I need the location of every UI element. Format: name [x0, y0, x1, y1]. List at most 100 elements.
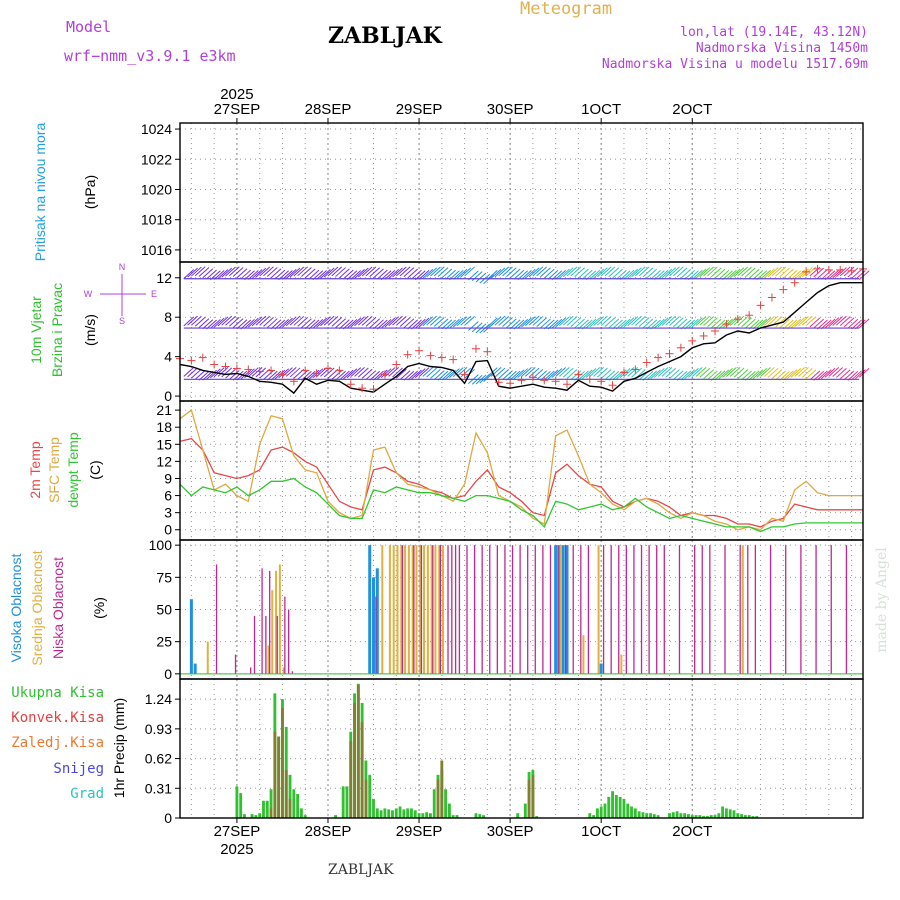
compass-east: E [151, 289, 157, 299]
wind-barb [225, 266, 236, 277]
wind-barb [452, 317, 464, 328]
wind-barb [707, 266, 718, 277]
wind-barb [858, 270, 870, 281]
wind-barb [741, 317, 752, 328]
precip-legend-entry: Konvek.Kisa [11, 710, 104, 726]
wind-barb [672, 317, 684, 328]
wind-barb [414, 368, 426, 379]
wind-barb [646, 268, 658, 279]
x-date-label-bottom: 28SEP [305, 823, 352, 840]
cloud-bar [481, 545, 483, 674]
cloud-bar [413, 545, 415, 674]
wind-barb [536, 317, 548, 327]
wind-barb [839, 266, 851, 277]
wind-barb [498, 266, 510, 277]
precip-bar [277, 736, 281, 818]
wind-barb [688, 318, 699, 329]
wind-barb [585, 368, 597, 378]
cloud-bar [845, 545, 848, 674]
wind-barb [266, 267, 278, 277]
wind-barb [358, 267, 369, 278]
wind-barb [566, 369, 578, 379]
precip-bar [379, 810, 383, 818]
wind-barb [456, 268, 468, 279]
wind-barb [331, 266, 343, 277]
wind-barb [695, 316, 707, 326]
wind-barb [543, 319, 555, 330]
wind-barb [760, 317, 771, 328]
precip-bar [641, 812, 645, 818]
wind-barb [737, 369, 749, 380]
model-altitude-label: Nadmorska Visina u modelu 1517.69m [601, 57, 868, 72]
wind-barb [350, 367, 362, 378]
wind-barb [445, 269, 456, 280]
wind-barb [779, 267, 790, 278]
precip-bar [296, 794, 300, 818]
wind-barb [304, 319, 316, 330]
wind-barb [604, 266, 616, 277]
wind-barb [217, 316, 229, 327]
cloud-bar [438, 545, 441, 674]
y-tick-label: 0.93 [145, 721, 172, 737]
wind-barb [657, 317, 669, 328]
temperature-line-2 [179, 477, 863, 533]
wind-barb [581, 369, 593, 380]
wind-barb [798, 268, 809, 279]
wind-barb [559, 367, 570, 377]
precip-bar [262, 800, 265, 818]
wind-barb [794, 367, 806, 377]
wind-barb [612, 319, 623, 330]
precip-bar [535, 816, 539, 818]
wind-barb [748, 319, 760, 330]
wind-barb [255, 267, 267, 278]
wind-barb [316, 270, 327, 280]
wind-barb [285, 269, 297, 279]
cloud-bar [388, 545, 391, 674]
cloud-bar [415, 545, 418, 674]
wind-barb [521, 317, 532, 328]
wind-barb [631, 315, 642, 326]
wind-barb [490, 268, 502, 279]
wind-barb [312, 318, 324, 329]
precip-bar [743, 815, 747, 818]
wind-barb [756, 318, 768, 329]
wind-barb [805, 369, 817, 380]
wind-barb [650, 269, 661, 280]
wind-barb [206, 269, 217, 280]
wind-barb [843, 266, 855, 277]
cloud-bar [234, 654, 237, 674]
wind-barb [661, 316, 673, 326]
cloud-bar [489, 545, 491, 674]
wind-barb [828, 269, 840, 280]
wind-barb [433, 370, 445, 380]
precip-bar [413, 810, 417, 818]
cloud-bar [625, 545, 627, 674]
wind-barb [339, 268, 350, 279]
wind-barb [684, 269, 695, 280]
cloud-bar [265, 615, 267, 674]
wind-barb [365, 266, 377, 277]
precip-bar [303, 815, 307, 818]
wind-barb [745, 267, 756, 278]
wind-barb [578, 319, 589, 330]
x-date-label-top: 2OCT [672, 101, 712, 118]
precip-bar [709, 815, 713, 818]
y-tick-label: 3 [164, 505, 172, 521]
wind-barb [764, 316, 775, 326]
wind-barb [308, 269, 320, 280]
precip-bar [368, 774, 372, 818]
wind-barb [593, 268, 604, 279]
cloud-bar [368, 545, 372, 674]
y-tick-label: 12 [156, 270, 172, 286]
wind-barb [684, 369, 695, 380]
cloud-bar [678, 545, 681, 674]
wind-barb [604, 317, 616, 328]
cloud-bar [458, 545, 461, 674]
wind-barb [646, 319, 658, 330]
wind-barb [699, 315, 711, 326]
wind-barb [490, 366, 502, 377]
cloud-bar [439, 545, 442, 674]
cloud-bar [423, 545, 426, 674]
wind-barb [608, 318, 620, 329]
